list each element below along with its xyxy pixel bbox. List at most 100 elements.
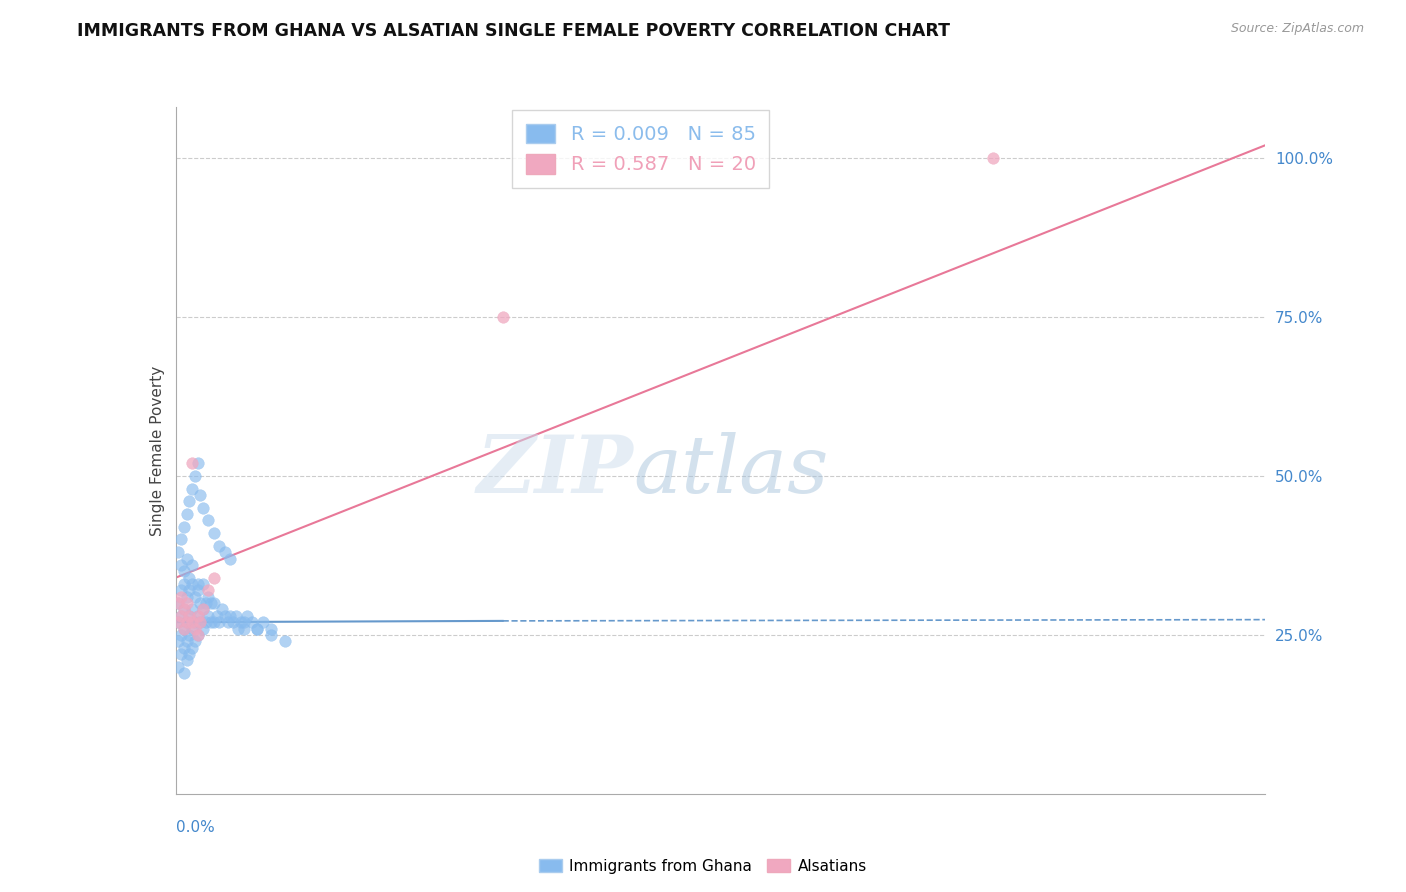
Point — [219, 551, 242, 566]
Point — [202, 571, 225, 585]
Legend: R = 0.009   N = 85, R = 0.587   N = 20: R = 0.009 N = 85, R = 0.587 N = 20 — [512, 110, 769, 188]
Point — [188, 488, 211, 502]
Point — [231, 615, 253, 630]
Point — [184, 634, 207, 648]
Point — [167, 545, 190, 559]
Point — [197, 590, 219, 604]
Point — [179, 494, 201, 508]
Point — [197, 513, 219, 527]
Point — [176, 590, 198, 604]
Point — [214, 545, 236, 559]
Point — [181, 640, 204, 655]
Point — [170, 608, 193, 623]
Point — [219, 608, 242, 623]
Point — [167, 659, 190, 673]
Point — [200, 615, 222, 630]
Text: 0.0%: 0.0% — [176, 820, 215, 835]
Point — [170, 583, 193, 598]
Point — [176, 551, 198, 566]
Point — [228, 622, 250, 636]
Point — [184, 469, 207, 483]
Point — [205, 608, 228, 623]
Point — [188, 615, 211, 630]
Point — [179, 571, 201, 585]
Point — [191, 602, 214, 616]
Point — [232, 622, 254, 636]
Point — [170, 628, 193, 642]
Point — [170, 608, 193, 623]
Point — [191, 500, 214, 515]
Point — [179, 583, 201, 598]
Point — [176, 615, 198, 630]
Point — [181, 615, 204, 630]
Point — [194, 615, 217, 630]
Point — [173, 602, 195, 616]
Point — [186, 577, 209, 591]
Point — [173, 640, 195, 655]
Point — [173, 520, 195, 534]
Point — [167, 634, 190, 648]
Point — [176, 507, 198, 521]
Point — [184, 622, 207, 636]
Point — [191, 622, 214, 636]
Point — [202, 596, 225, 610]
Point — [170, 590, 193, 604]
Point — [181, 482, 204, 496]
Point — [167, 596, 190, 610]
Point — [200, 596, 222, 610]
Legend: Immigrants from Ghana, Alsatians: Immigrants from Ghana, Alsatians — [533, 853, 873, 880]
Point — [208, 539, 231, 553]
Point — [246, 622, 269, 636]
Point — [492, 310, 515, 324]
Point — [186, 628, 209, 642]
Point — [186, 608, 209, 623]
Point — [176, 615, 198, 630]
Point — [170, 533, 193, 547]
Point — [173, 564, 195, 578]
Point — [181, 558, 204, 572]
Point — [186, 583, 209, 598]
Point — [188, 615, 211, 630]
Point — [170, 647, 193, 661]
Point — [217, 615, 239, 630]
Point — [246, 622, 269, 636]
Point — [208, 615, 231, 630]
Point — [173, 602, 195, 616]
Point — [173, 622, 195, 636]
Point — [181, 602, 204, 616]
Point — [176, 596, 198, 610]
Text: ZIP: ZIP — [477, 433, 633, 510]
Point — [981, 151, 1004, 165]
Point — [197, 583, 219, 598]
Point — [181, 622, 204, 636]
Point — [173, 577, 195, 591]
Point — [170, 558, 193, 572]
Point — [232, 615, 254, 630]
Point — [184, 615, 207, 630]
Point — [240, 615, 263, 630]
Y-axis label: Single Female Poverty: Single Female Poverty — [149, 366, 165, 535]
Point — [191, 577, 214, 591]
Point — [188, 596, 211, 610]
Point — [214, 608, 236, 623]
Point — [202, 615, 225, 630]
Point — [167, 615, 190, 630]
Point — [194, 596, 217, 610]
Point — [211, 602, 233, 616]
Point — [260, 628, 283, 642]
Point — [179, 608, 201, 623]
Point — [184, 590, 207, 604]
Point — [197, 608, 219, 623]
Point — [173, 622, 195, 636]
Point — [274, 634, 297, 648]
Point — [186, 628, 209, 642]
Point — [167, 596, 190, 610]
Text: IMMIGRANTS FROM GHANA VS ALSATIAN SINGLE FEMALE POVERTY CORRELATION CHART: IMMIGRANTS FROM GHANA VS ALSATIAN SINGLE… — [77, 22, 950, 40]
Point — [179, 628, 201, 642]
Text: Source: ZipAtlas.com: Source: ZipAtlas.com — [1230, 22, 1364, 36]
Point — [167, 615, 190, 630]
Point — [173, 666, 195, 681]
Point — [179, 608, 201, 623]
Point — [260, 622, 283, 636]
Point — [179, 647, 201, 661]
